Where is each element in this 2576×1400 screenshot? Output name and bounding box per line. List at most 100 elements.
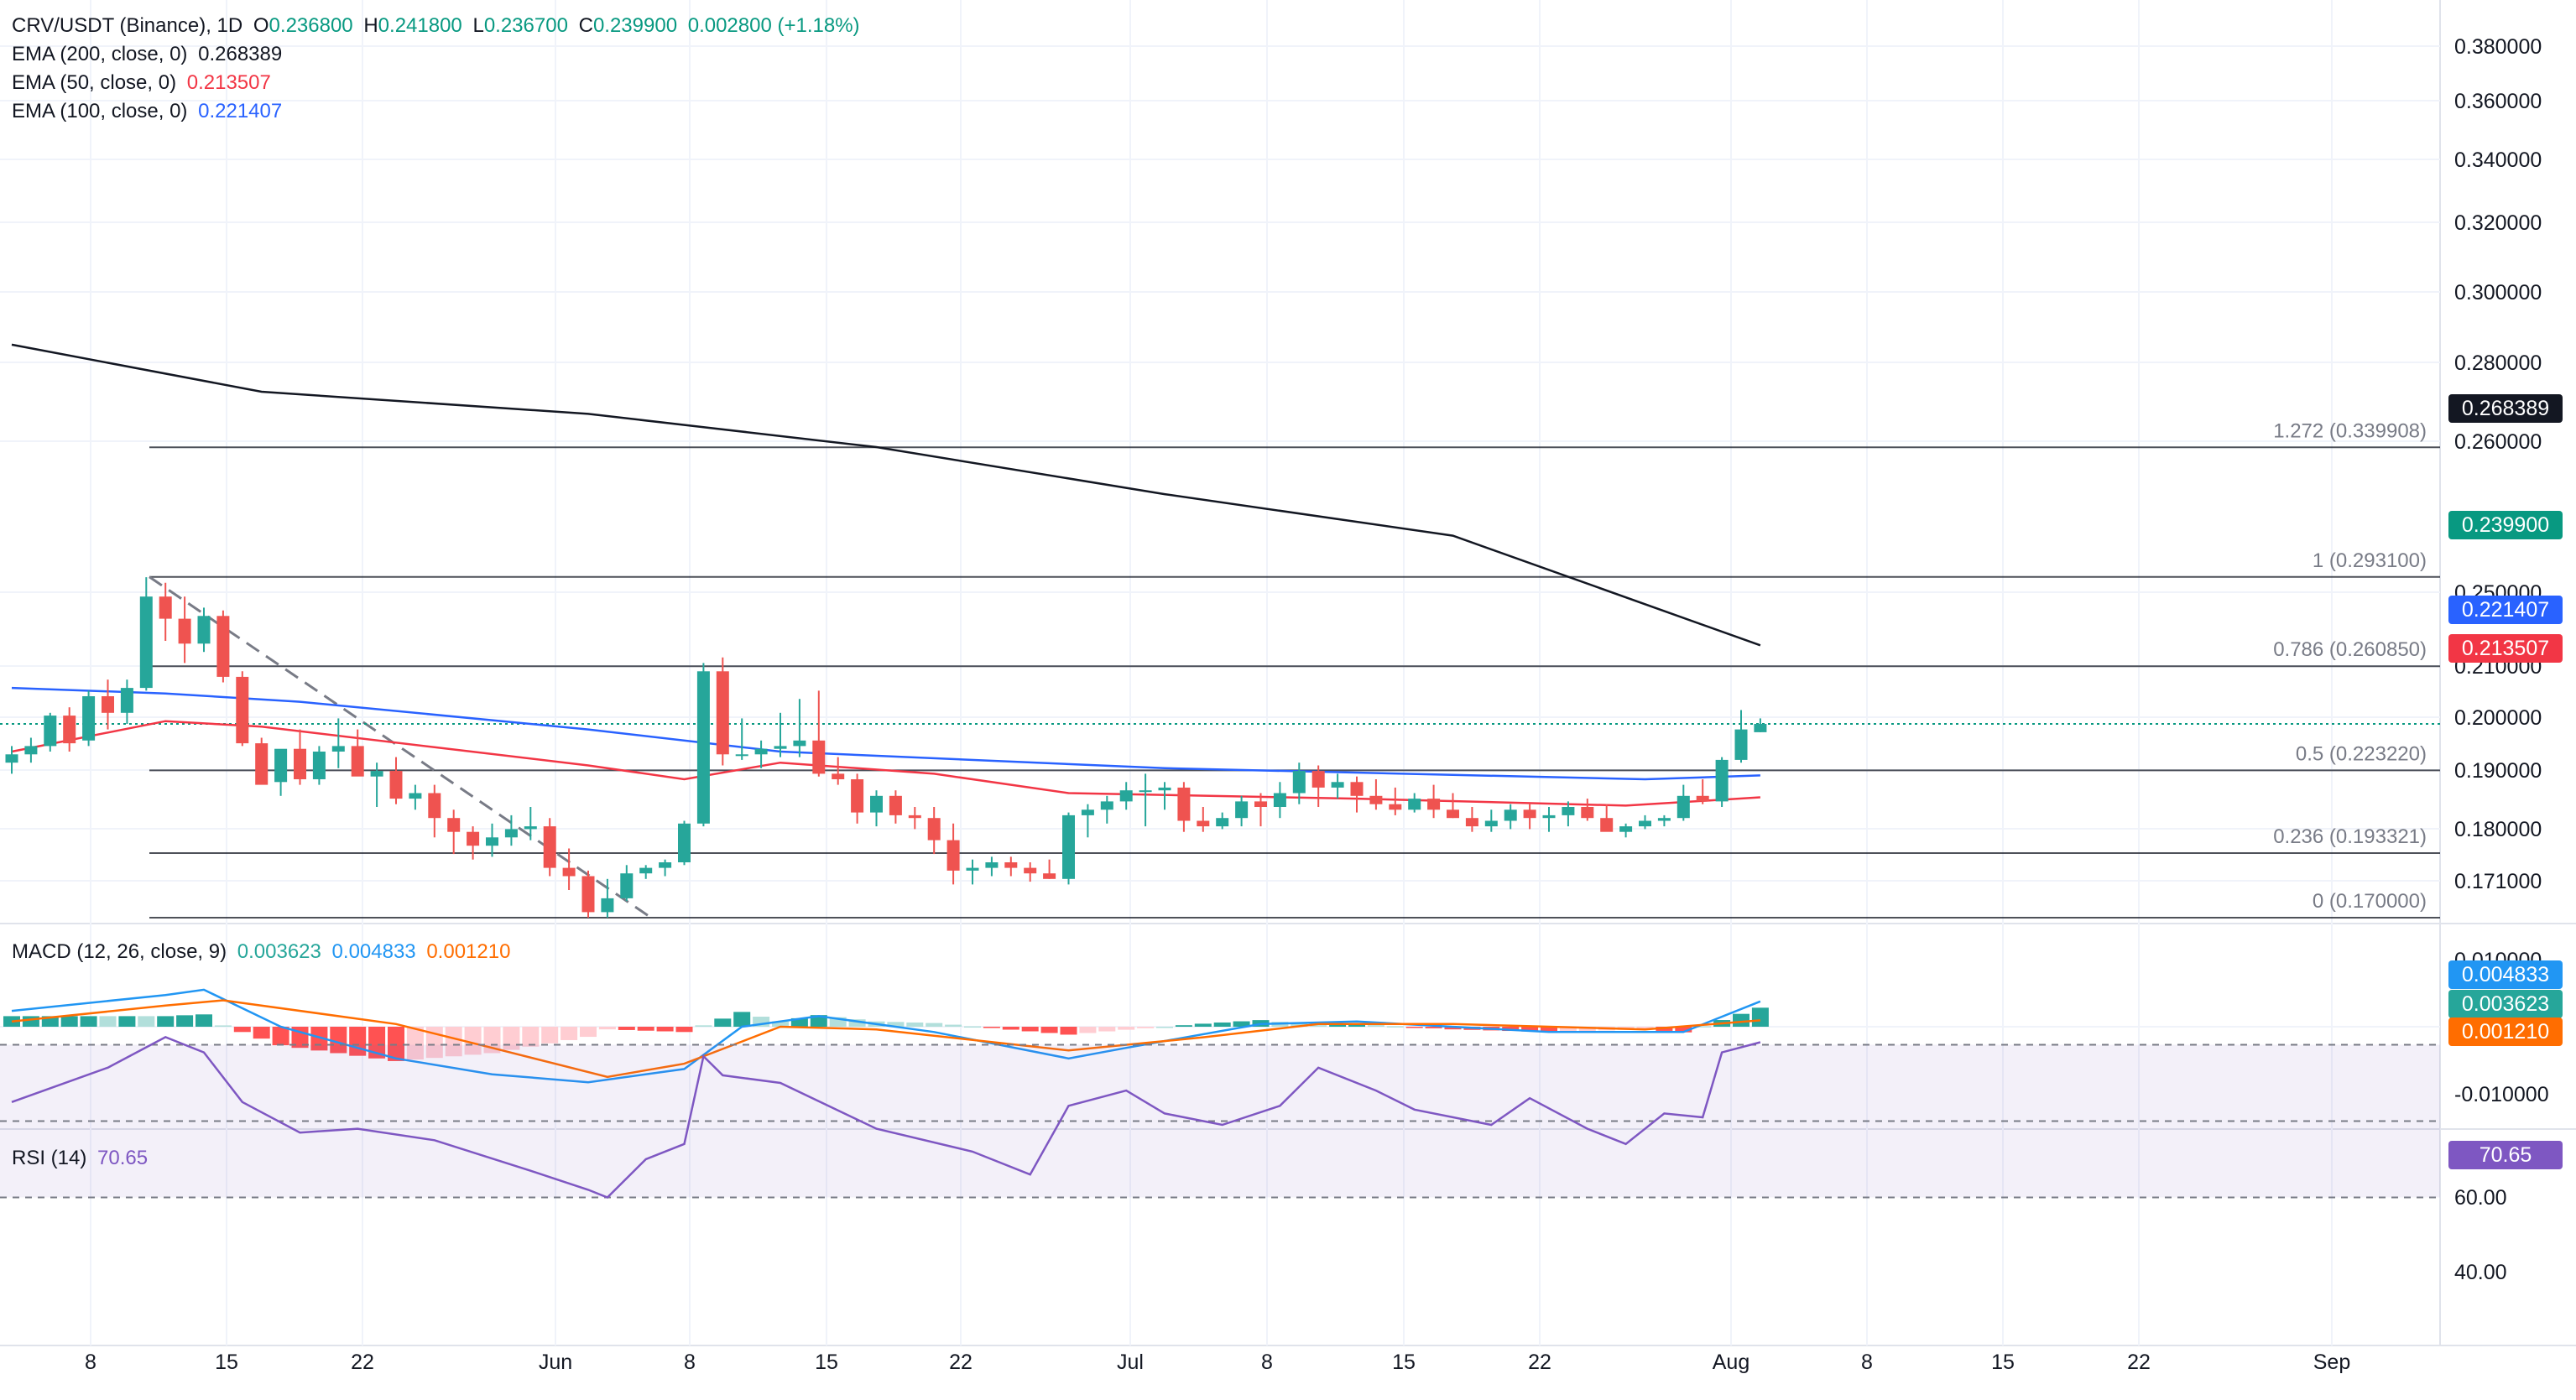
candle-down: [1197, 820, 1210, 827]
candle-down: [581, 876, 595, 913]
ema100-legend[interactable]: EMA (100, close, 0) 0.221407: [12, 97, 287, 126]
macd-histogram-bar: [695, 1025, 712, 1027]
macd-signal-value: 0.001210: [426, 940, 511, 963]
macd-histogram-bar: [1733, 1013, 1749, 1027]
price-tick-label: 0.171000: [2454, 870, 2542, 893]
candle-down: [1465, 818, 1478, 827]
macd-histogram-bar: [714, 1018, 732, 1027]
candle-up: [1292, 771, 1306, 794]
time-tick-label: 22: [351, 1351, 374, 1374]
candle-down: [1004, 862, 1018, 868]
candle-down: [927, 818, 941, 841]
candle-up: [1081, 809, 1094, 815]
rsi-label: RSI (14): [12, 1147, 87, 1169]
time-tick-label: 15: [215, 1351, 238, 1374]
candle-up: [1542, 814, 1556, 819]
price-tick-label: 0.340000: [2454, 148, 2542, 172]
macd-histogram-bar: [233, 1027, 251, 1033]
macd-histogram-bar: [637, 1027, 654, 1031]
ema100-line: [11, 686, 1760, 781]
rsi-tick-label: 40.00: [2454, 1261, 2507, 1284]
candle-up: [312, 752, 326, 779]
candle-up: [1619, 826, 1633, 832]
candle-up: [1408, 799, 1421, 810]
time-tick-label: 22: [1528, 1351, 1551, 1374]
candle-up: [331, 746, 345, 752]
ohlc-c-key: C: [578, 14, 593, 37]
macd-histogram-bar: [214, 1025, 232, 1027]
candlesticks: [5, 577, 1767, 918]
macd-histogram-bar: [1098, 1027, 1116, 1032]
time-tick-label: 8: [1861, 1351, 1873, 1374]
fib-level-label: 0.236 (0.193321): [2273, 825, 2427, 848]
candle-down: [178, 618, 191, 644]
candle-up: [1484, 820, 1498, 827]
candle-down: [1043, 873, 1056, 879]
candle-up: [1331, 782, 1344, 788]
candle-up: [486, 837, 498, 846]
candle-up: [120, 688, 133, 713]
axes: 8 15 22 Jun 8 15 22 Jul 8 15 22 Aug 8 15 22 Sep 0.380000…: [85, 35, 2549, 1374]
ohlc-h-value: 0.241800: [378, 14, 462, 37]
macd-histogram-bar: [1751, 1007, 1769, 1027]
candle-down: [1600, 818, 1614, 832]
ema200-legend[interactable]: EMA (200, close, 0) 0.268389: [12, 40, 287, 69]
macd-histogram-bar: [675, 1027, 693, 1033]
candle-down: [1427, 799, 1441, 810]
candle-down: [236, 676, 249, 744]
candle-up: [659, 862, 672, 868]
macd-histogram-bar: [1425, 1027, 1442, 1028]
candle-down: [1581, 807, 1594, 819]
macd-histogram-bar: [561, 1027, 578, 1040]
candle-down: [851, 779, 864, 813]
candle-up: [1158, 787, 1171, 791]
candle-up: [1734, 729, 1748, 760]
macd-histogram-bar: [1502, 1027, 1520, 1032]
macd-histogram-bar: [618, 1027, 635, 1030]
ema200-label: EMA (200, close, 0): [12, 43, 188, 65]
price-tick-label: 0.380000: [2454, 35, 2542, 59]
candle-up: [735, 754, 748, 757]
macd-histogram-bar: [1521, 1027, 1539, 1032]
candle-up: [620, 873, 634, 898]
macd-histogram-bar: [945, 1024, 962, 1027]
macd-histogram-bar: [983, 1027, 1000, 1028]
price-tick-label: 0.320000: [2454, 211, 2542, 235]
candle-up: [1062, 814, 1075, 879]
macd-histogram-bar: [80, 1016, 97, 1027]
candle-up: [1139, 790, 1152, 793]
candle-up: [524, 826, 537, 830]
price-tick-label: 0.180000: [2454, 818, 2542, 841]
ema200-value: 0.268389: [198, 43, 283, 65]
candle-up: [639, 867, 653, 874]
time-tick-label: 8: [684, 1351, 696, 1374]
candle-down: [562, 867, 576, 877]
candle-down: [102, 696, 114, 713]
fib-level-label: 0.786 (0.260850): [2273, 638, 2427, 661]
candle-up: [24, 746, 38, 755]
candle-down: [63, 716, 76, 744]
ema200-line: [11, 343, 1761, 647]
candle-up: [1235, 801, 1249, 819]
time-tick-label: 15: [1392, 1351, 1416, 1374]
macd-histogram-bar: [138, 1016, 155, 1027]
macd-pane: [0, 988, 2440, 1084]
time-tick-label: 15: [815, 1351, 838, 1374]
macd-legend[interactable]: MACD (12, 26, close, 9) 0.003623 0.00483…: [12, 938, 515, 966]
ohlc-o-key: O: [253, 14, 269, 37]
macd-histogram-bar: [1233, 1021, 1250, 1027]
rsi-legend[interactable]: RSI (14) 70.65: [12, 1144, 153, 1173]
time-tick-label: Sep: [2313, 1351, 2350, 1374]
macd-histogram-bar: [1040, 1027, 1058, 1033]
candle-down: [908, 814, 921, 819]
macd-histogram-bar: [291, 1027, 309, 1049]
ohlc-h-key: H: [363, 14, 378, 37]
rsi-badge: 70.65: [2448, 1141, 2563, 1169]
macd-histogram-bar: [118, 1016, 136, 1027]
candle-up: [1119, 790, 1133, 802]
time-tick-label: 15: [1991, 1351, 2015, 1374]
ema-lines: [11, 343, 1761, 807]
fibonacci-levels: 1.272 (0.339908) 1 (0.293100) 0.786 (0.260…: [0, 419, 2440, 919]
ema50-legend[interactable]: EMA (50, close, 0) 0.213507: [12, 69, 276, 97]
macd-histogram-bar: [464, 1027, 482, 1055]
